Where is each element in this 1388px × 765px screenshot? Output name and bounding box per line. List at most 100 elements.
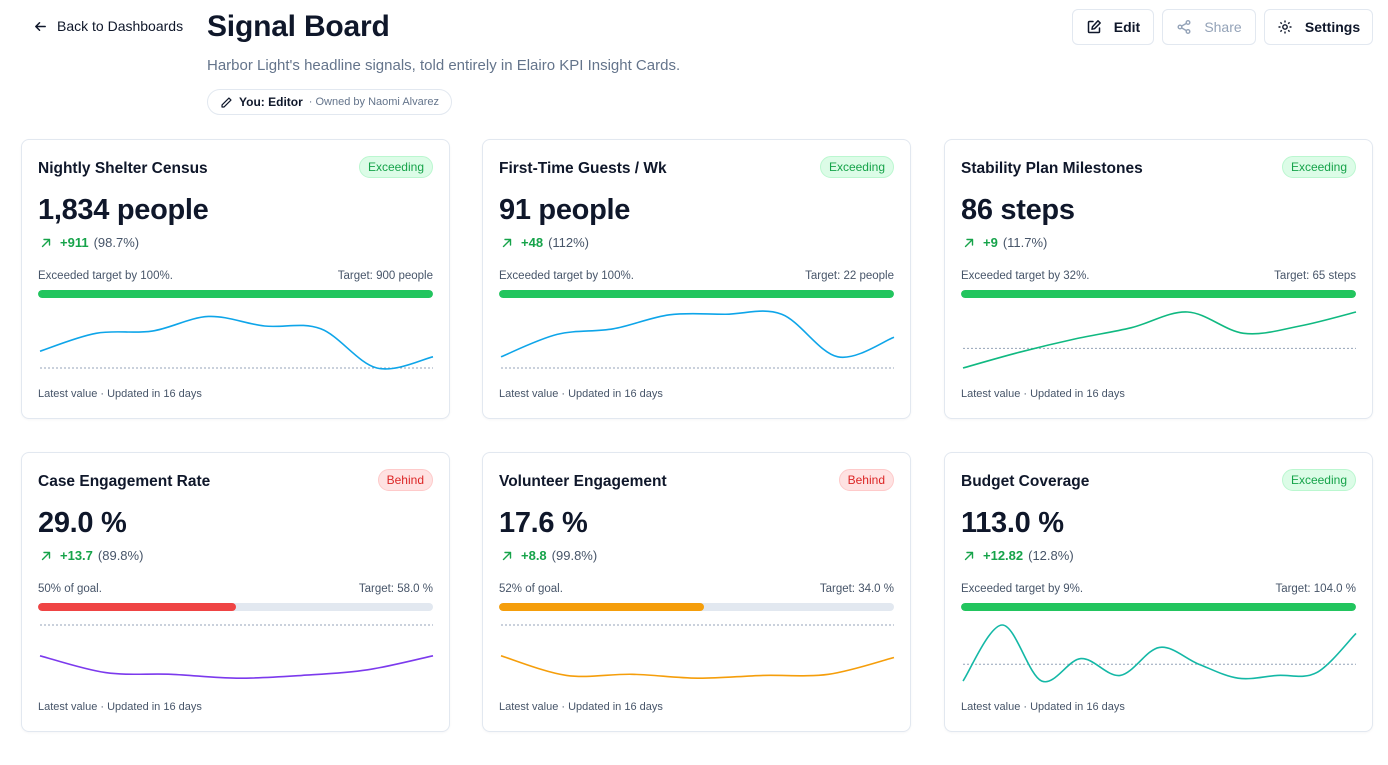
kpi-delta: +9 (11.7%) bbox=[963, 235, 1047, 250]
page-subtitle: Harbor Light's headline signals, told en… bbox=[207, 57, 681, 74]
delta-value: +13.7 bbox=[60, 548, 93, 563]
kpi-card[interactable]: Nightly Shelter Census Exceeding 1,834 p… bbox=[21, 139, 450, 419]
progress-bar-fill bbox=[499, 603, 705, 611]
progress-target: Target: 58.0 % bbox=[358, 583, 433, 595]
progress-target: Target: 900 people bbox=[337, 270, 433, 282]
delta-value: +911 bbox=[60, 235, 89, 250]
edit-button[interactable]: Edit bbox=[1072, 9, 1154, 45]
sparkline bbox=[962, 624, 1357, 683]
progress-bar bbox=[38, 290, 433, 298]
sparkline-series bbox=[39, 655, 434, 680]
progress-bar-fill bbox=[38, 603, 236, 611]
card-title: First-Time Guests / Wk bbox=[499, 160, 667, 177]
delta-value: +12.82 bbox=[983, 548, 1024, 563]
delta-percent: (112%) bbox=[548, 235, 590, 250]
status-badge: Exceeding bbox=[1281, 469, 1356, 491]
share-button[interactable]: Share bbox=[1162, 9, 1256, 45]
arrow-left-icon bbox=[35, 21, 46, 31]
progress-bar-fill bbox=[38, 290, 433, 298]
progress-bar bbox=[499, 290, 894, 298]
back-to-dashboards-link[interactable]: Back to Dashboards bbox=[33, 18, 183, 34]
kpi-card[interactable]: Case Engagement Rate Behind 29.0 % +13.7… bbox=[21, 452, 450, 732]
sparkline bbox=[39, 315, 434, 370]
trend-up-icon bbox=[502, 238, 512, 247]
progress-bar bbox=[961, 290, 1356, 298]
kpi-delta: +911 (98.7%) bbox=[40, 235, 139, 250]
kpi-card[interactable]: Volunteer Engagement Behind 17.6 % +8.8 … bbox=[482, 452, 911, 732]
delta-percent: (98.7%) bbox=[93, 235, 140, 250]
kpi-value: 1,834 people bbox=[38, 194, 209, 226]
settings-button[interactable]: Settings bbox=[1264, 9, 1373, 45]
trend-up-icon bbox=[502, 551, 512, 560]
kpi-delta: +48 (112%) bbox=[501, 235, 589, 250]
sparkline bbox=[500, 310, 895, 369]
delta-percent: (12.8%) bbox=[1028, 548, 1074, 563]
trend-up-icon bbox=[964, 238, 974, 247]
progress-note: Exceeded target by 100%. bbox=[499, 270, 634, 282]
progress-bar-fill bbox=[499, 290, 894, 298]
card-footer: Latest value · Updated in 16 days bbox=[499, 388, 663, 400]
settings-label: Settings bbox=[1304, 19, 1361, 35]
kpi-value: 29.0 % bbox=[38, 507, 127, 539]
delta-percent: (99.8%) bbox=[551, 548, 598, 563]
progress-target: Target: 104.0 % bbox=[1275, 583, 1356, 595]
delta-value: +48 bbox=[521, 235, 544, 250]
kpi-value: 86 steps bbox=[961, 194, 1075, 226]
progress-target: Target: 34.0 % bbox=[819, 583, 894, 595]
sparkline bbox=[39, 624, 434, 680]
card-title: Nightly Shelter Census bbox=[38, 160, 208, 177]
kpi-card[interactable]: Stability Plan Milestones Exceeding 86 s… bbox=[944, 139, 1373, 419]
progress-note: 50% of goal. bbox=[38, 583, 102, 595]
sparkline-series bbox=[39, 315, 434, 370]
progress-target: Target: 65 steps bbox=[1274, 270, 1356, 282]
delta-value: +8.8 bbox=[521, 548, 547, 563]
status-badge: Behind bbox=[838, 469, 894, 491]
delta-percent: (11.7%) bbox=[1002, 235, 1048, 250]
page-title: Signal Board bbox=[207, 10, 390, 43]
status-badge: Exceeding bbox=[1281, 156, 1356, 178]
progress-bar-fill bbox=[961, 603, 1356, 611]
sparkline bbox=[500, 624, 895, 680]
trend-up-icon bbox=[964, 551, 974, 560]
card-footer: Latest value · Updated in 16 days bbox=[961, 701, 1125, 713]
progress-note: Exceeded target by 32%. bbox=[961, 270, 1090, 282]
kpi-delta: +8.8 (99.8%) bbox=[501, 548, 597, 563]
card-title: Case Engagement Rate bbox=[38, 473, 211, 490]
sparkline-series bbox=[500, 310, 895, 358]
gear-icon bbox=[1278, 20, 1292, 34]
status-badge: Exceeding bbox=[358, 156, 433, 178]
card-footer: Latest value · Updated in 16 days bbox=[38, 388, 202, 400]
card-footer: Latest value · Updated in 16 days bbox=[499, 701, 663, 713]
share-label: Share bbox=[1204, 19, 1242, 35]
role-label: You: Editor bbox=[239, 95, 303, 109]
status-badge: Behind bbox=[377, 469, 433, 491]
kpi-value: 91 people bbox=[499, 194, 631, 226]
back-label: Back to Dashboards bbox=[57, 18, 184, 34]
sparkline bbox=[962, 311, 1357, 369]
kpi-delta: +13.7 (89.8%) bbox=[40, 548, 143, 563]
pencil-icon bbox=[221, 96, 232, 108]
kpi-value: 113.0 % bbox=[961, 507, 1064, 539]
progress-bar bbox=[499, 603, 894, 611]
progress-bar bbox=[961, 603, 1356, 611]
card-title: Stability Plan Milestones bbox=[961, 160, 1143, 177]
progress-note: Exceeded target by 100%. bbox=[38, 270, 173, 282]
card-title: Volunteer Engagement bbox=[499, 473, 667, 490]
delta-percent: (89.8%) bbox=[97, 548, 144, 563]
kpi-value: 17.6 % bbox=[499, 507, 588, 539]
role-pill: You: Editor · Owned by Naomi Alvarez bbox=[207, 89, 452, 115]
kpi-delta: +12.82 (12.8%) bbox=[963, 548, 1074, 563]
owner-label: · Owned by Naomi Alvarez bbox=[308, 96, 439, 108]
kpi-card[interactable]: Budget Coverage Exceeding 113.0 % +12.82… bbox=[944, 452, 1373, 732]
progress-target: Target: 22 people bbox=[805, 270, 894, 282]
kpi-card[interactable]: First-Time Guests / Wk Exceeding 91 peop… bbox=[482, 139, 911, 419]
sparkline-series bbox=[500, 655, 895, 680]
progress-bar-fill bbox=[961, 290, 1356, 298]
status-badge: Exceeding bbox=[819, 156, 894, 178]
sparkline-series bbox=[962, 311, 1357, 369]
share-icon bbox=[1177, 20, 1191, 34]
edit-icon bbox=[1087, 20, 1101, 34]
delta-value: +9 bbox=[983, 235, 998, 250]
trend-up-icon bbox=[41, 551, 51, 560]
trend-up-icon bbox=[41, 238, 51, 247]
